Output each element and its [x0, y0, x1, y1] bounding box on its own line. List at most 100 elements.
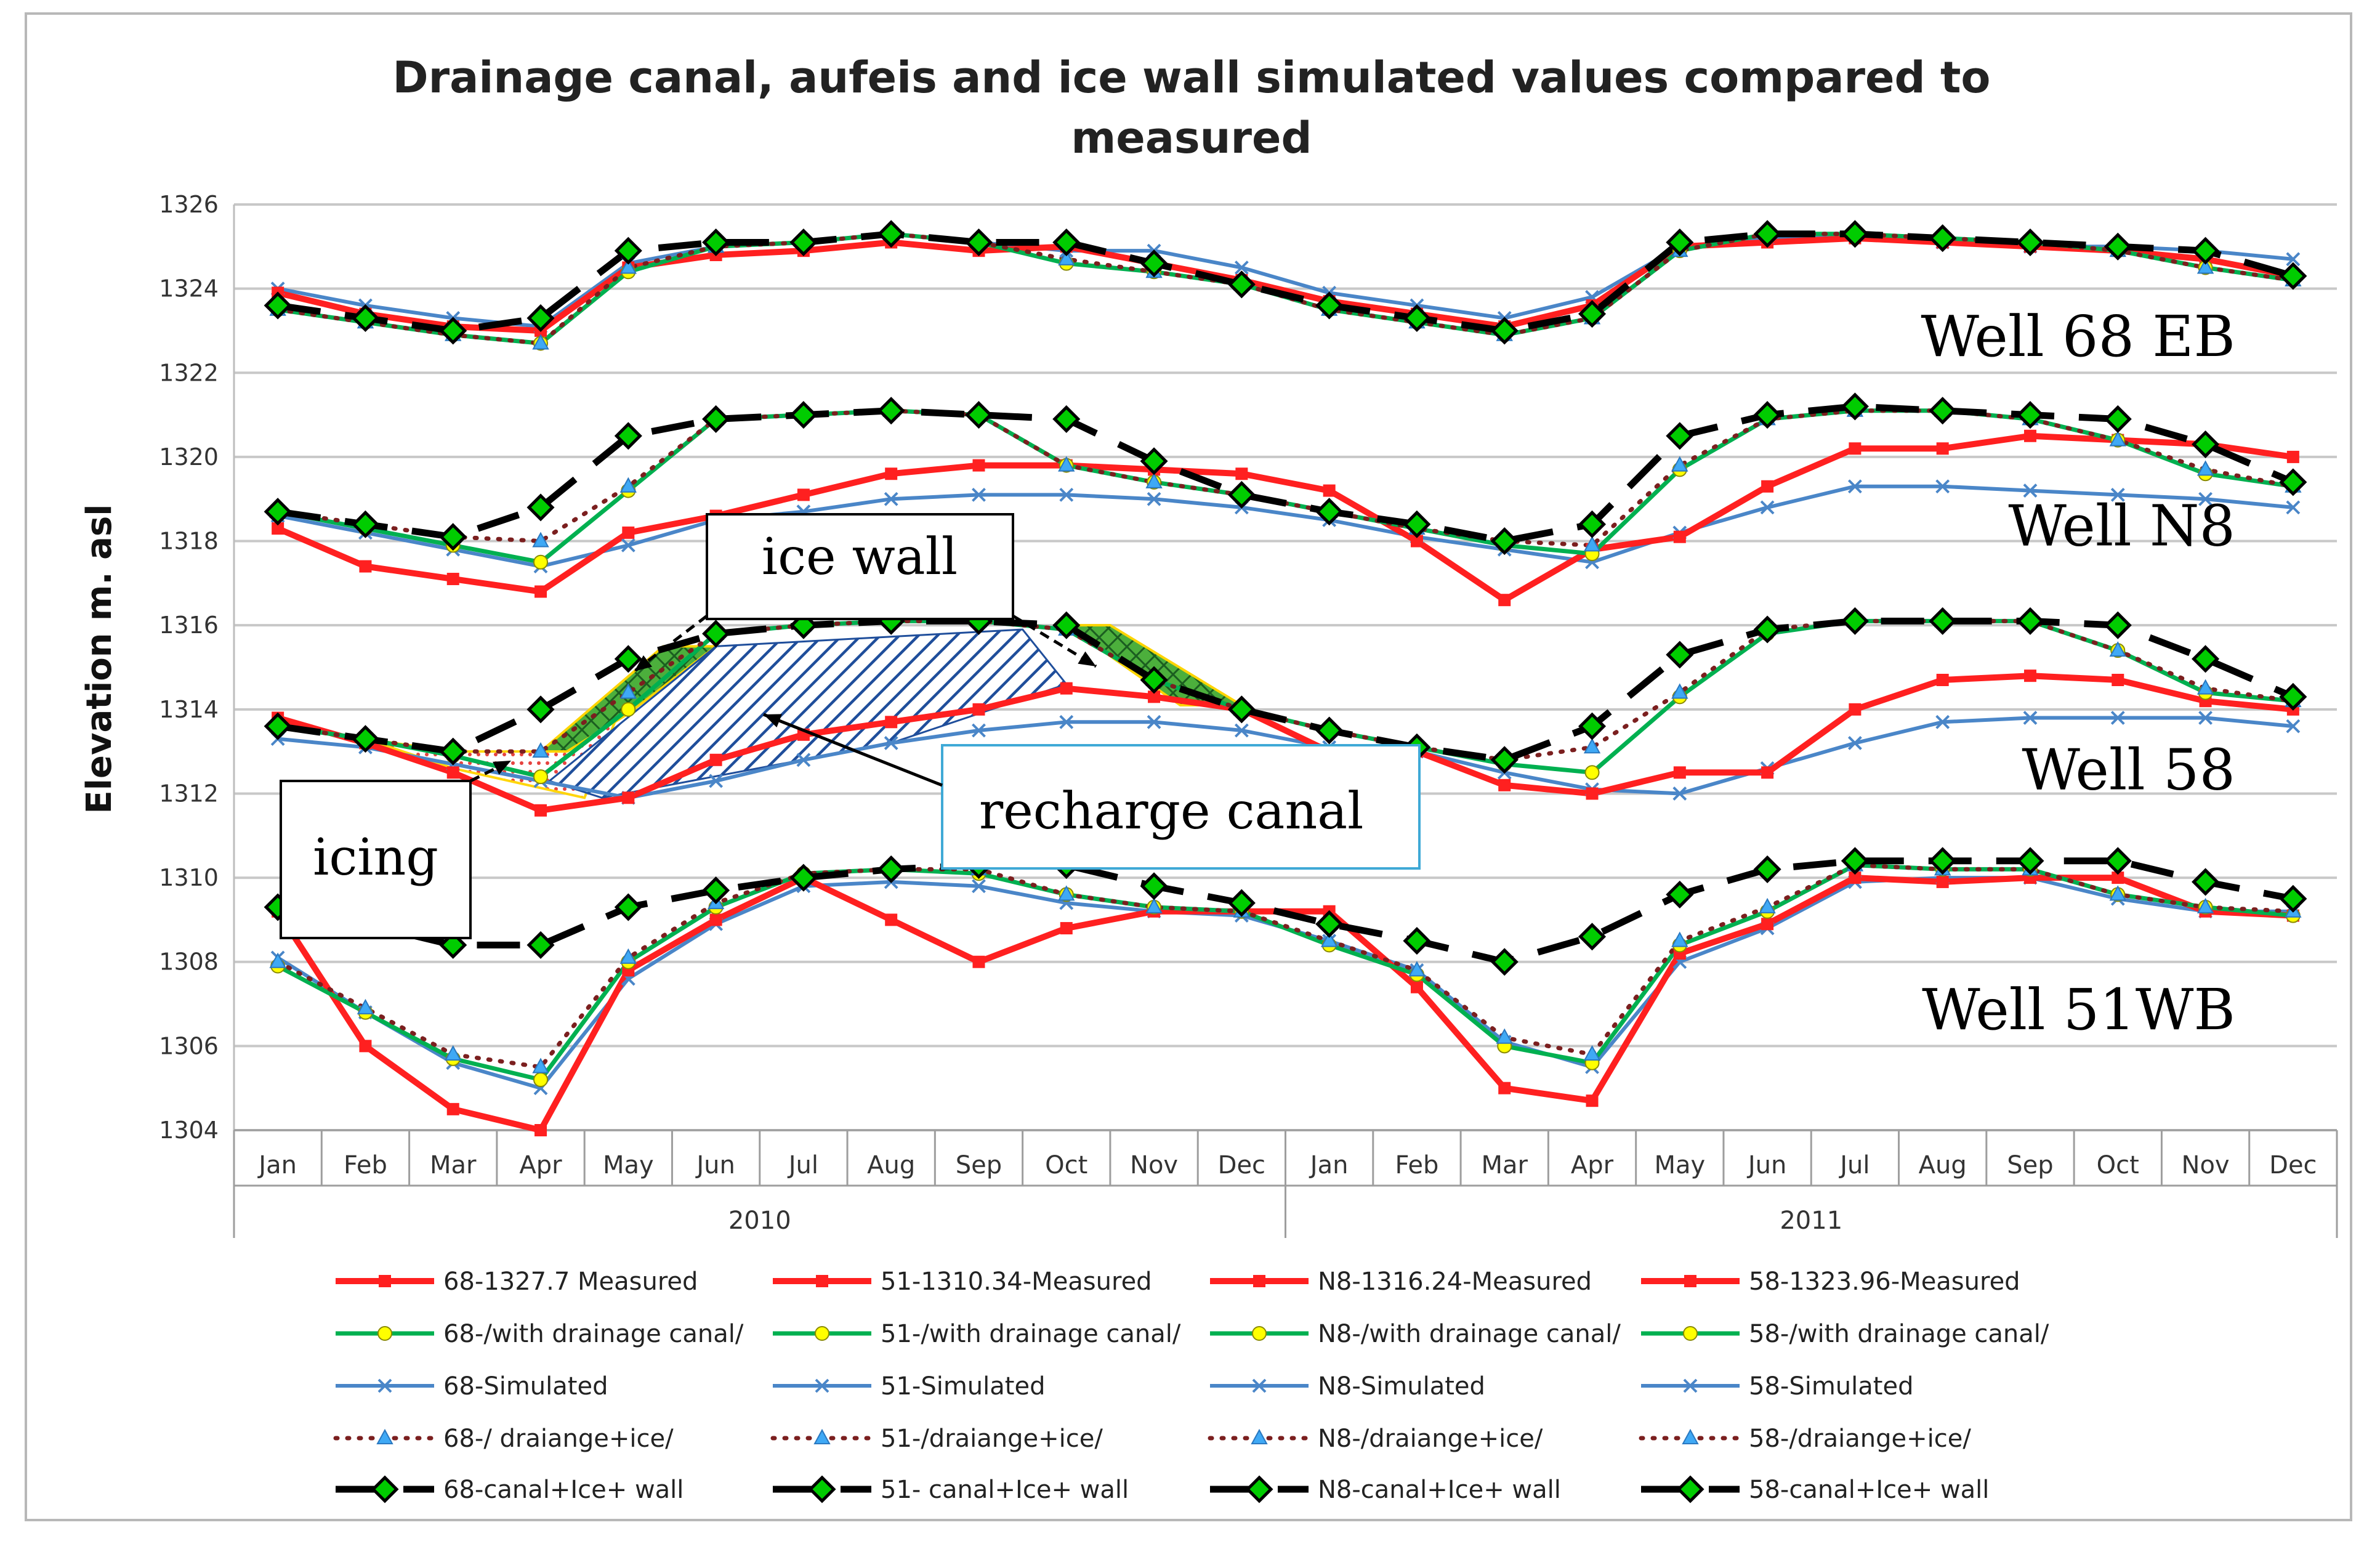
x-tick-label: Jul: [787, 1151, 818, 1179]
series-n8-1316-24-measured-point: [1936, 442, 1949, 455]
series-51-draiange-ice-point: [532, 1058, 549, 1074]
legend-item-label: 58-canal+Ice+ wall: [1749, 1476, 1989, 1504]
series-68-canal-ice-wall-point: [2279, 262, 2307, 290]
series-58-simulated-point: [2198, 711, 2213, 725]
series-51-1310-34-measured-point: [885, 913, 898, 926]
series-68-draiange-ice-point: [1058, 249, 1075, 265]
series-n8-canal-ice-wall-point: [1140, 447, 1168, 475]
legend-item-label: N8-canal+Ice+ wall: [1318, 1476, 1561, 1504]
series-58-simulated-point: [1672, 787, 1687, 801]
y-tick-label: 1308: [159, 948, 219, 976]
series-n8-canal-ice-wall-point: [1578, 510, 1607, 538]
y-tick-label: 1312: [159, 780, 219, 807]
series-58-simulated-point: [2110, 711, 2125, 725]
legend-swatch-marker: [813, 1428, 831, 1444]
series-58-canal-ice-wall-point: [2192, 645, 2220, 673]
legend-swatch-marker: [815, 1378, 829, 1393]
series-58-draiange-ice-point: [619, 683, 637, 699]
legend-item-label: 58-/draiange+ice/: [1749, 1425, 1971, 1453]
x-tick-label: Oct: [2097, 1151, 2139, 1179]
legend-item-label: 68-1327.7 Measured: [443, 1268, 698, 1296]
series-n8-canal-ice-wall-point: [2104, 405, 2132, 433]
series-n8-simulated-point: [1847, 479, 1862, 494]
series-51-draiange-ice-point: [2196, 897, 2214, 913]
series-51-draiange-ice-point: [1496, 1028, 1513, 1044]
series-58-canal-ice-wall-point: [264, 712, 292, 740]
series-n8-simulated-point: [2023, 483, 2038, 498]
series-n8-1316-24-measured-point: [359, 560, 372, 573]
series-51-draiange-ice-point: [1320, 931, 1338, 947]
series-n8-canal-ice-wall-point: [789, 401, 818, 429]
series-58-1323-96-measured-point: [885, 716, 898, 729]
chart-title-line-1: Drainage canal, aufeis and ice wall simu…: [393, 52, 1991, 103]
x-tick-label: Oct: [1045, 1151, 1087, 1179]
series-58-canal-ice-wall-point: [526, 695, 555, 724]
series-68-draiange-ice-point: [2196, 258, 2214, 274]
series-58-simulated-point: [1234, 723, 1249, 738]
series-n8-1316-24-measured-point: [2023, 429, 2036, 442]
series-58-simulated-point: [709, 774, 724, 788]
series-n8-1316-24-measured-point: [1410, 535, 1423, 548]
legend-swatch-marker: [371, 1475, 399, 1503]
series-51-canal-ice-wall-point: [1490, 948, 1519, 976]
series-58-1323-96-measured-point: [972, 703, 985, 716]
series-n8-canal-ice-wall-point: [702, 405, 730, 433]
well-label: Well N8: [2008, 493, 2235, 559]
series-51-draiange-ice-point: [1583, 1045, 1601, 1061]
series-58-1323-96-measured-point: [1498, 779, 1511, 791]
y-tick-label: 1326: [159, 191, 219, 218]
series-58-canal-ice-wall-point: [439, 737, 467, 766]
series-51-simulated-point: [972, 879, 986, 894]
series-n8-1316-24-measured-point: [972, 459, 985, 472]
recharge-canal-label: recharge canal: [979, 782, 1363, 841]
x-tick-label: May: [603, 1151, 654, 1179]
series-n8-canal-ice-wall-point: [1841, 392, 1869, 421]
legend: 68-1327.7 Measured 51-1310.34-Measured N8-…: [333, 1268, 2049, 1504]
legend-item-label: N8-/draiange+ice/: [1318, 1425, 1543, 1453]
recharge-canal-arrow-head: [764, 714, 782, 728]
series-n8-canal-ice-wall-point: [439, 523, 467, 551]
x-tick-label: Jul: [1838, 1151, 1870, 1179]
series-58-simulated-point: [2023, 711, 2038, 725]
series-n8-simulated-point: [972, 487, 986, 502]
series-51-draiange-ice-point: [1145, 897, 1163, 913]
series-58-1323-96-measured-point: [1761, 766, 1774, 779]
series-68-canal-ice-wall-point: [614, 237, 642, 265]
y-tick-label: 1320: [159, 443, 219, 471]
series-68-canal-ice-wall-point: [1315, 291, 1344, 320]
y-tick-label: 1310: [159, 864, 219, 891]
legend-item-label: N8-1316.24-Measured: [1318, 1268, 1592, 1296]
series-51-canal-ice-wall-point: [1403, 927, 1431, 955]
series-n8-simulated-point: [884, 491, 898, 506]
series-51-canal-ice-wall-point: [1578, 923, 1607, 951]
series-n8-draiange-ice-point: [2196, 460, 2214, 476]
x-year-label: 2010: [728, 1207, 791, 1235]
series-68-canal-ice-wall-point: [702, 228, 730, 257]
legend-item-label: 68-/ draiange+ice/: [443, 1425, 674, 1453]
series-51-canal-ice-wall-point: [614, 893, 642, 921]
y-tick-label: 1318: [159, 528, 219, 555]
series-n8-draiange-ice-point: [532, 532, 549, 548]
legend-swatch-marker: [1683, 1326, 1698, 1341]
series-58-simulated-line: [277, 716, 2294, 800]
chart-title-line-2: measured: [1071, 113, 1312, 163]
series-58-simulated-point: [884, 736, 898, 750]
series-68-canal-ice-wall-point: [2192, 237, 2220, 265]
series-n8-1316-24-measured-point: [534, 585, 547, 598]
legend-item-label: 51-1310.34-Measured: [881, 1268, 1152, 1296]
series-51-1310-34-measured-point: [1586, 1094, 1599, 1107]
series-n8-1316-24-measured-point: [885, 467, 898, 480]
y-axis-label: Elevation m. asl: [79, 504, 119, 814]
series-51-canal-ice-wall-point: [789, 864, 818, 892]
series-58-canal-ice-wall-point: [1666, 641, 1694, 669]
series-58-1323-96-measured-point: [1849, 703, 1862, 716]
series-51-draiange-ice-point: [357, 998, 374, 1014]
series-n8-canal-ice-wall-point: [264, 498, 292, 526]
series-58-with-drainage-canal-point: [1584, 765, 1600, 780]
icing-box: [280, 780, 472, 939]
series-n8-1316-24-measured-point: [1498, 594, 1511, 607]
series-n8-simulated-point: [2286, 500, 2301, 515]
series-51-draiange-ice-point: [1408, 961, 1426, 977]
series-51-draiange-ice-point: [269, 952, 286, 968]
series-68-canal-ice-wall-point: [1666, 228, 1694, 257]
